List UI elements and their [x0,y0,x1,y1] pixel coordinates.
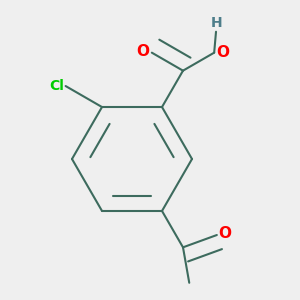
Text: O: O [136,44,149,59]
Text: Cl: Cl [49,79,64,93]
Text: H: H [211,16,222,30]
Text: O: O [219,226,232,241]
Text: O: O [217,45,230,60]
